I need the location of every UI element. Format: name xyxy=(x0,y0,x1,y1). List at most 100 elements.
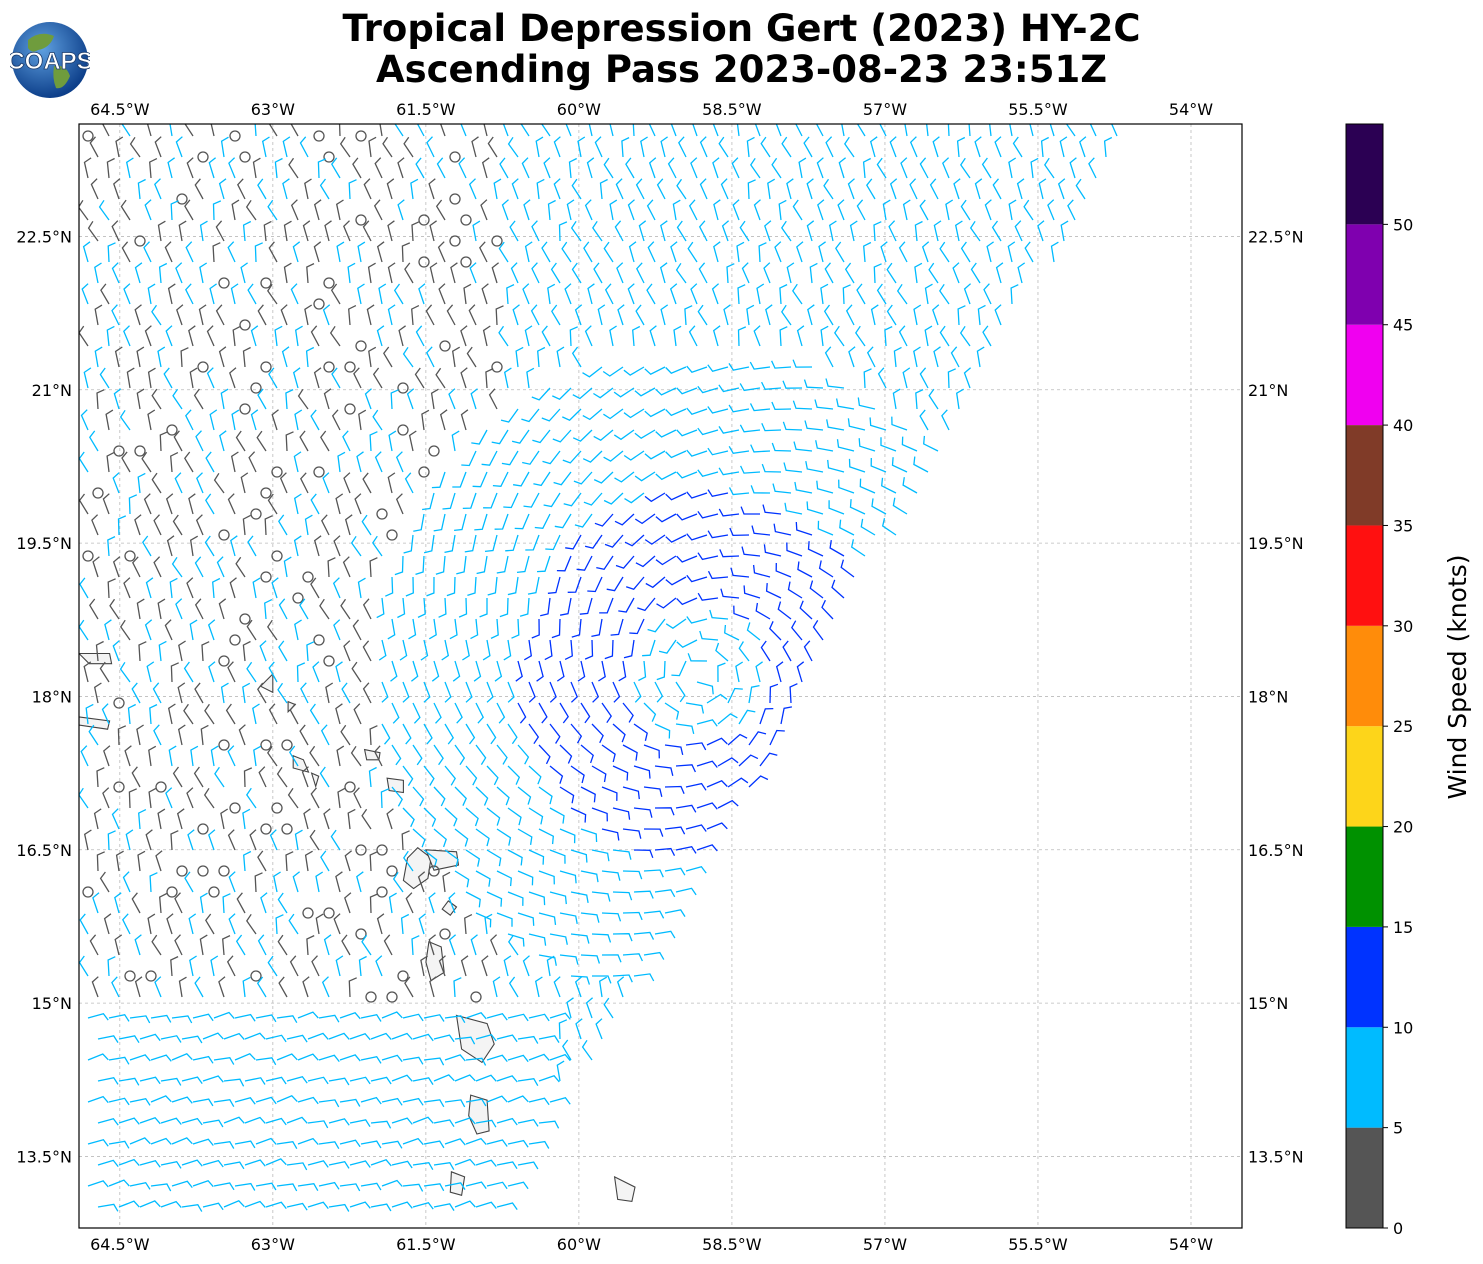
wind-barb xyxy=(1069,157,1077,179)
wind-barb xyxy=(171,1015,193,1024)
wind-barb xyxy=(155,850,163,872)
wind-barb xyxy=(733,605,750,620)
wind-barb xyxy=(336,241,345,263)
wind-barb xyxy=(202,1032,224,1040)
calm-wind-marker xyxy=(439,928,451,940)
wind-barb xyxy=(545,534,561,551)
wind-barb xyxy=(634,387,656,397)
wind-barb xyxy=(429,262,438,284)
wind-barb xyxy=(362,472,372,494)
wind-barb xyxy=(1016,178,1025,200)
wind-barb xyxy=(1047,199,1055,221)
wind-barb xyxy=(730,567,750,578)
wind-barb xyxy=(153,514,162,536)
calm-wind-marker xyxy=(155,781,167,793)
calm-wind-marker xyxy=(292,592,304,604)
wind-barb xyxy=(450,262,458,284)
wind-barb xyxy=(919,367,929,389)
wind-barb xyxy=(794,481,813,494)
wind-barb xyxy=(486,723,497,745)
wind-barb xyxy=(860,518,876,536)
wind-barb xyxy=(164,619,173,641)
wind-barb xyxy=(250,325,259,347)
wind-barb xyxy=(775,124,782,137)
wind-barb xyxy=(763,262,771,284)
wind-barb xyxy=(254,872,263,893)
wind-barb xyxy=(601,786,618,801)
wind-barb xyxy=(612,933,633,942)
wind-barb xyxy=(276,766,288,788)
wind-barb xyxy=(144,325,152,347)
wind-barb xyxy=(108,1097,130,1106)
wind-barb xyxy=(285,851,294,872)
wind-barb xyxy=(472,471,488,488)
wind-barb xyxy=(213,1182,235,1191)
wind-barb xyxy=(460,367,468,389)
wind-barb xyxy=(622,702,634,723)
wind-barb xyxy=(428,178,436,200)
wind-barb xyxy=(370,1203,392,1212)
wind-barb xyxy=(134,514,142,536)
wind-barb xyxy=(499,597,509,618)
wind-barb xyxy=(227,661,236,683)
wind-barb xyxy=(374,451,383,473)
wind-barb xyxy=(286,1202,308,1211)
wind-barb xyxy=(435,555,446,575)
wind-barb xyxy=(82,241,91,263)
wind-barb xyxy=(866,346,876,368)
wind-barb xyxy=(538,786,553,805)
wind-barb xyxy=(89,934,99,956)
wind-barb xyxy=(486,765,499,786)
wind-barb xyxy=(893,346,902,368)
wind-barb xyxy=(454,786,467,806)
wind-barb xyxy=(367,262,376,284)
island xyxy=(292,754,310,773)
wind-barb xyxy=(829,540,845,557)
wind-barb xyxy=(150,1183,172,1192)
calm-wind-marker xyxy=(124,550,136,562)
wind-barb xyxy=(713,199,721,221)
wind-barb xyxy=(960,241,971,263)
wind-barb xyxy=(433,828,447,848)
wind-barb xyxy=(292,241,301,263)
calm-wind-marker xyxy=(82,886,94,898)
wind-barb xyxy=(353,367,362,389)
wind-barb xyxy=(380,788,390,809)
wind-barb xyxy=(488,388,498,410)
wind-barb xyxy=(506,284,515,305)
wind-barb xyxy=(387,472,396,494)
wind-barb xyxy=(220,808,229,830)
wind-barb xyxy=(286,1034,308,1043)
wind-barb xyxy=(401,242,411,263)
wind-barb xyxy=(475,744,487,765)
wind-barb xyxy=(470,388,478,410)
wind-barb xyxy=(294,619,302,641)
wind-barb xyxy=(294,409,303,431)
wind-barb xyxy=(199,934,208,956)
wind-barb xyxy=(170,662,179,683)
wind-barb xyxy=(571,618,582,638)
wind-barb xyxy=(531,387,551,401)
wind-barb xyxy=(374,157,383,179)
wind-barb xyxy=(947,368,956,389)
wind-barb xyxy=(278,640,288,662)
wind-barb xyxy=(664,867,686,876)
wind-barb xyxy=(624,534,645,547)
calm-wind-marker xyxy=(449,193,461,205)
wind-barb xyxy=(551,618,561,639)
wind-barb xyxy=(299,430,309,452)
wind-barb xyxy=(323,808,331,830)
wind-barb xyxy=(809,262,818,284)
wind-barb xyxy=(360,1013,382,1022)
wind-barb xyxy=(901,436,918,452)
wind-barb xyxy=(339,1012,361,1020)
wind-barb xyxy=(527,576,540,595)
wind-barb xyxy=(1037,220,1045,242)
wind-barb xyxy=(856,124,866,137)
wind-barb xyxy=(712,325,721,347)
lat-label-right: 15°N xyxy=(1248,994,1288,1013)
wind-barb xyxy=(727,687,743,704)
wind-barb xyxy=(328,1077,350,1086)
wind-barb xyxy=(257,934,267,956)
wind-barb xyxy=(335,661,343,683)
